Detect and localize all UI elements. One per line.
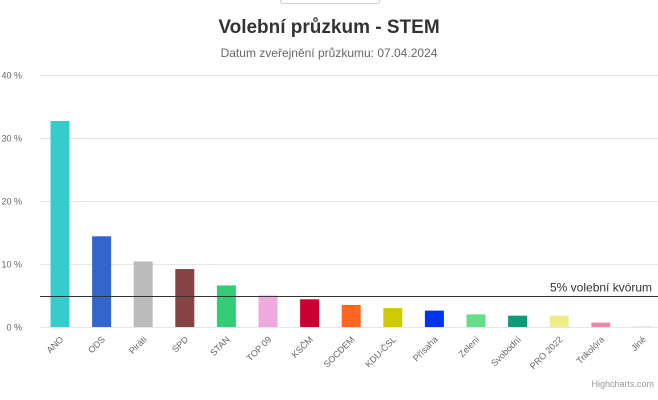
x-tick-label: PRO 2022 bbox=[528, 334, 565, 371]
bar[interactable] bbox=[133, 261, 153, 327]
y-tick-label: 20 % bbox=[1, 197, 22, 207]
x-tick-label: ODS bbox=[86, 334, 107, 355]
x-tick-label: KDU-ČSL bbox=[363, 334, 398, 369]
bar[interactable] bbox=[50, 120, 70, 328]
bar[interactable] bbox=[466, 314, 486, 327]
y-tick-label: 0 % bbox=[6, 323, 22, 333]
bar[interactable] bbox=[383, 308, 403, 327]
bar[interactable] bbox=[632, 326, 652, 327]
bar[interactable] bbox=[549, 315, 569, 327]
bar[interactable] bbox=[175, 269, 195, 327]
bar[interactable] bbox=[258, 295, 278, 328]
x-tick-label: Přísaha bbox=[411, 334, 440, 363]
x-tick-label: TOP 09 bbox=[245, 334, 274, 363]
x-tick-label: KSČM bbox=[290, 334, 315, 359]
y-tick-label: 30 % bbox=[1, 134, 22, 144]
x-tick-label: Jiné bbox=[629, 334, 648, 353]
x-tick-label: STAN bbox=[208, 334, 232, 358]
x-axis-ticks: ANO ODS Piráti SPD STAN TOP 09 KSČM SOCDEM KDU-Č… bbox=[45, 334, 648, 371]
bar[interactable] bbox=[424, 310, 444, 327]
bars bbox=[50, 120, 652, 328]
bar[interactable] bbox=[591, 322, 611, 327]
x-tick-label: Svobodní bbox=[489, 334, 523, 368]
credits-link[interactable]: Highcharts.com bbox=[591, 379, 654, 389]
chart-title: Volební průzkum - STEM bbox=[218, 17, 440, 38]
y-tick-label: 10 % bbox=[1, 260, 22, 270]
x-tick-label: SOCDEM bbox=[322, 334, 357, 369]
bar[interactable] bbox=[341, 304, 361, 327]
chart-subtitle: Datum zveřejnění průzkumu: 07.04.2024 bbox=[220, 46, 438, 60]
bar[interactable] bbox=[508, 315, 528, 327]
x-tick-label: Zelení bbox=[457, 334, 482, 359]
threshold-label: 5% volební kvórum bbox=[550, 281, 652, 295]
y-tick-label: 40 % bbox=[1, 71, 22, 81]
bar[interactable] bbox=[92, 236, 112, 327]
bar[interactable] bbox=[216, 285, 236, 327]
top-edge-button[interactable] bbox=[280, 0, 380, 4]
x-tick-label: SPD bbox=[170, 334, 191, 355]
y-axis-ticks: 0 % 10 % 20 % 30 % 40 % bbox=[1, 71, 22, 333]
x-tick-label: ANO bbox=[45, 334, 66, 355]
x-tick-label: Piráti bbox=[127, 334, 149, 356]
bar[interactable] bbox=[300, 299, 320, 327]
x-tick-label: Trikolóra bbox=[575, 334, 607, 366]
threshold: 5% volební kvórum bbox=[40, 281, 658, 297]
